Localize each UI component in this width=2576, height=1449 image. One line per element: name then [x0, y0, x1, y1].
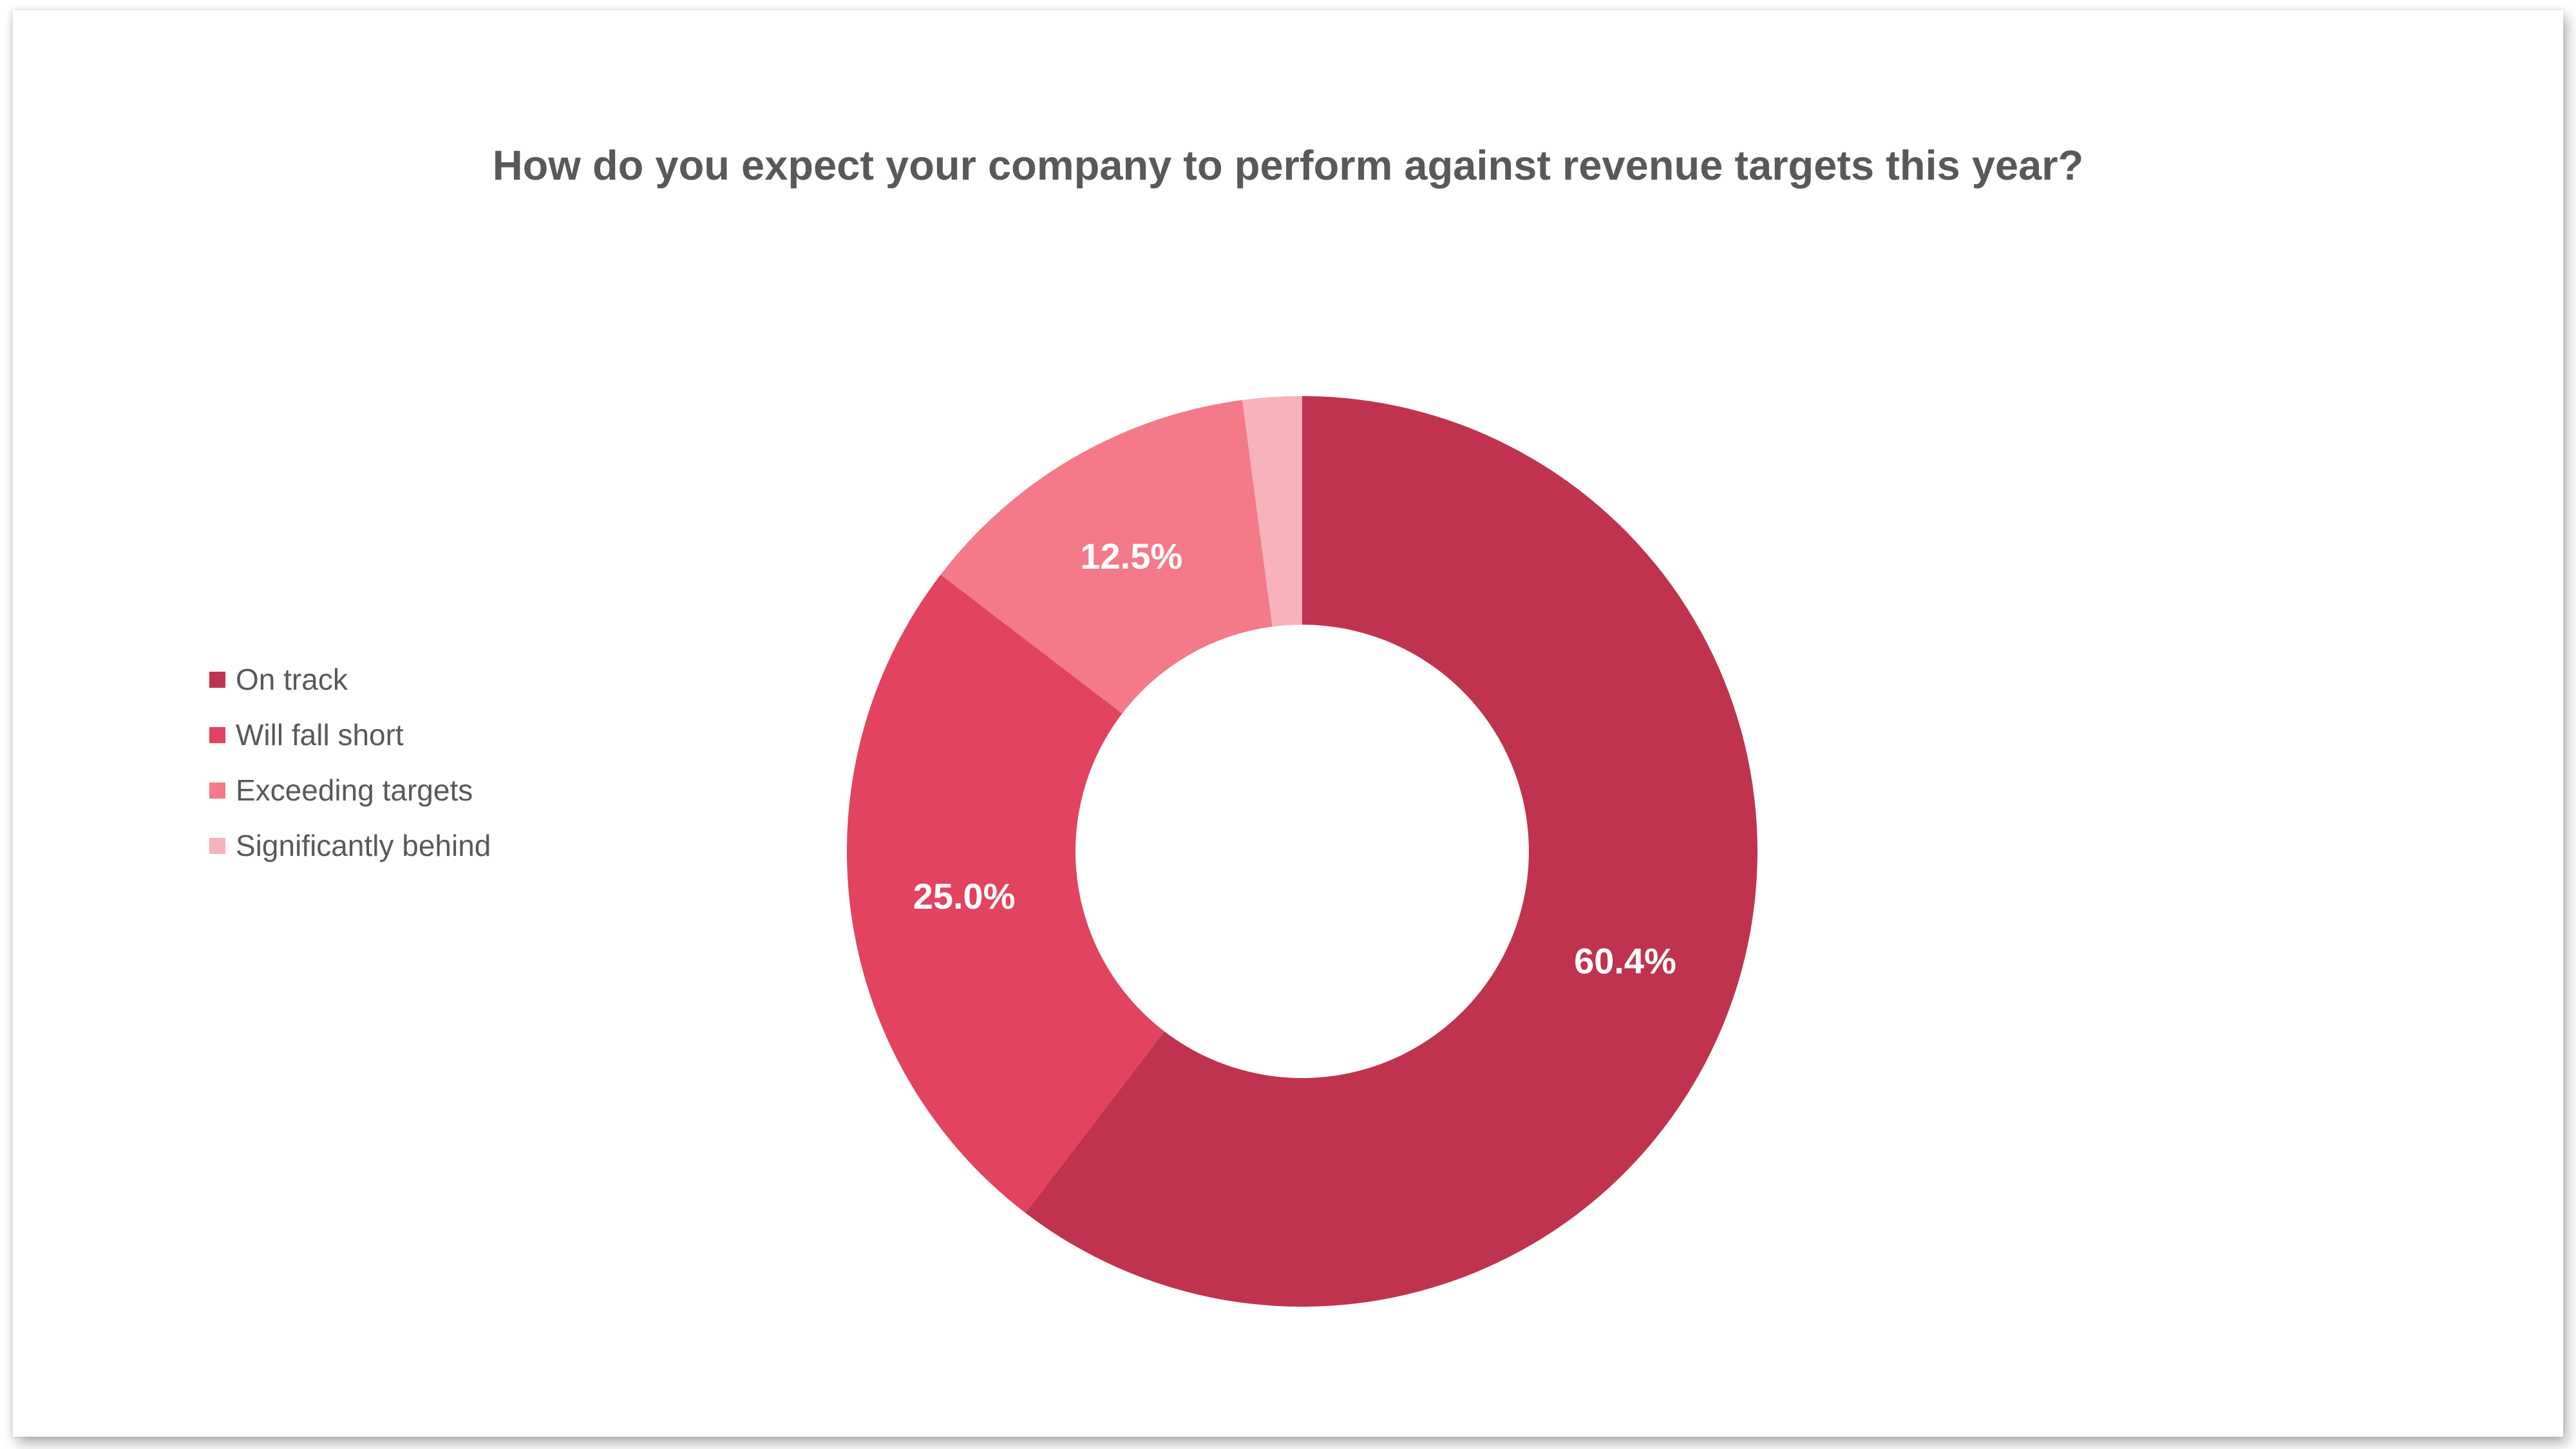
slice-on-track [1025, 396, 1757, 1307]
donut-slices [846, 396, 1757, 1307]
legend-item-will-fall-short: Will fall short [209, 707, 491, 762]
data-label-will-fall-short: 25.0% [913, 876, 1016, 916]
chart-title: How do you expect your company to perfor… [492, 142, 2084, 189]
legend-swatch [209, 671, 225, 688]
data-labels: 60.4% 25.0% 12.5% [913, 536, 1676, 981]
legend: On track Will fall short Exceeding targets… [209, 652, 491, 873]
data-label-exceeding-targets: 12.5% [1080, 536, 1182, 576]
legend-label: Will fall short [236, 718, 404, 752]
legend-item-significantly-behind: Significantly behind [209, 818, 491, 873]
legend-swatch [209, 782, 225, 799]
slice-significantly-behind [1242, 396, 1302, 627]
slice-will-fall-short [846, 574, 1165, 1213]
legend-label: Significantly behind [236, 829, 491, 862]
slice-exceeding-targets [940, 400, 1273, 714]
legend-swatch [209, 837, 225, 854]
legend-item-on-track: On track [209, 652, 491, 707]
legend-swatch [209, 726, 225, 743]
data-label-on-track: 60.4% [1574, 940, 1676, 981]
legend-item-exceeding-targets: Exceeding targets [209, 762, 491, 818]
legend-label: On track [236, 663, 348, 696]
legend-label: Exceeding targets [236, 773, 473, 807]
